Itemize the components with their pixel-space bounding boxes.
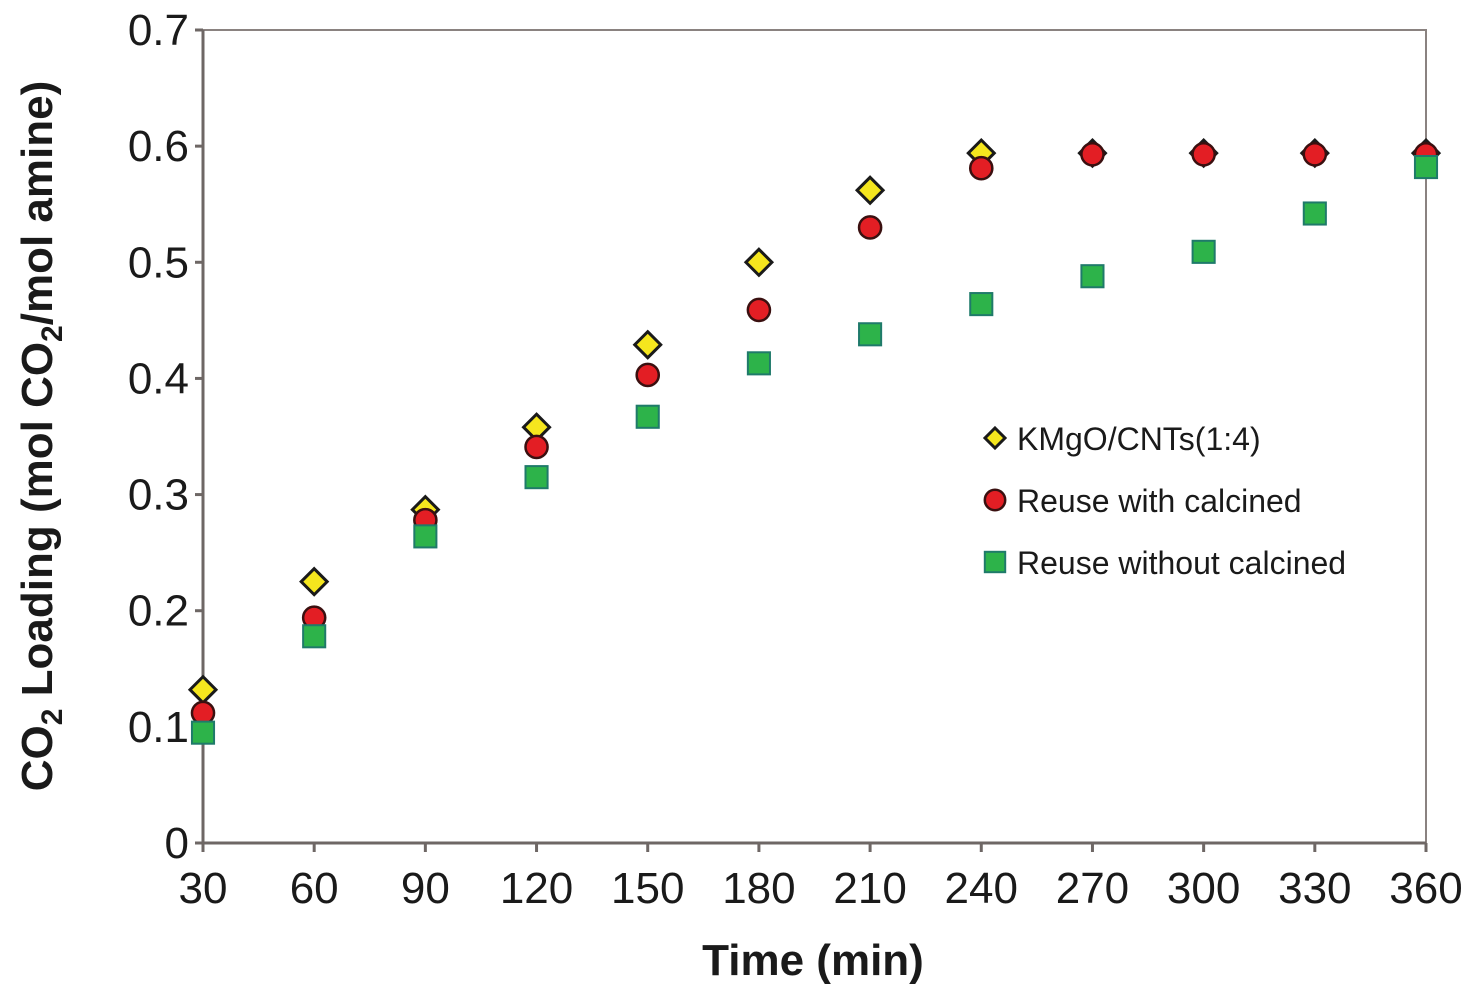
data-point <box>632 329 663 360</box>
data-point <box>302 624 327 649</box>
data-point <box>1413 154 1439 180</box>
series-square <box>190 154 1439 745</box>
data-point <box>524 434 549 460</box>
y-tick-label: 0.3 <box>128 471 189 520</box>
data-point <box>1191 239 1216 264</box>
y-tick-label: 0.7 <box>128 6 189 55</box>
x-tick-label: 270 <box>1056 864 1129 913</box>
y-tick-label: 0.4 <box>128 354 189 403</box>
legend-label: Reuse without calcined <box>1017 545 1346 581</box>
data-point <box>854 175 886 206</box>
x-axis: 30 60 90 120 150 180 210 240 270 300 330 360 <box>179 843 1463 913</box>
x-tick-label: 330 <box>1278 864 1351 913</box>
y-tick-label: 0.5 <box>128 238 189 287</box>
data-point <box>1302 141 1328 167</box>
legend-marker-circle <box>983 488 1007 512</box>
x-tick-label: 150 <box>611 864 684 913</box>
data-point <box>968 155 994 181</box>
y-axis-title-sub1: 2 <box>36 709 69 726</box>
data-point <box>746 351 771 376</box>
data-point <box>190 720 216 745</box>
x-tick-label: 60 <box>290 864 339 913</box>
y-axis: 0 0.1 0.2 0.3 0.4 0.5 0.6 0.7 <box>128 6 203 868</box>
y-axis-title-middle: Loading (mol CO <box>13 342 62 709</box>
data-point <box>743 247 775 278</box>
data-point <box>524 465 549 490</box>
x-tick-label: 210 <box>833 864 906 913</box>
x-tick-label: 90 <box>401 864 450 913</box>
y-tick-label: 0.2 <box>128 587 189 636</box>
x-tick-label: 360 <box>1389 864 1462 913</box>
data-point <box>1080 141 1105 167</box>
data-point <box>187 674 219 705</box>
legend-label: KMgO/CNTs(1:4) <box>1017 421 1261 457</box>
data-point <box>1191 141 1216 167</box>
x-axis-title: Time (min) <box>702 936 924 985</box>
y-axis-title-sub2: 2 <box>36 325 69 342</box>
y-tick-label: 0.1 <box>128 703 189 752</box>
data-point <box>635 404 660 429</box>
data-point <box>857 215 883 240</box>
y-axis-title: CO2 Loading (mol CO2/mol amine) <box>13 81 69 792</box>
data-point <box>413 524 438 549</box>
x-tick-label: 30 <box>179 864 228 913</box>
y-tick-label: 0 <box>165 819 189 868</box>
x-tick-label: 300 <box>1167 864 1240 913</box>
data-point <box>299 566 330 597</box>
data-point <box>635 362 661 388</box>
y-axis-title-prefix: CO <box>13 725 62 791</box>
data-point <box>969 292 994 317</box>
data-point <box>1080 264 1105 289</box>
legend-marker-square <box>983 550 1007 574</box>
data-point <box>1302 201 1327 226</box>
data-point <box>746 297 772 323</box>
legend: KMgO/CNTs(1:4) Reuse with calcined Reuse w… <box>982 421 1346 581</box>
y-tick-label: 0.6 <box>128 122 189 171</box>
x-tick-label: 180 <box>722 864 795 913</box>
x-tick-label: 120 <box>500 864 573 913</box>
x-tick-label: 240 <box>945 864 1018 913</box>
legend-label: Reuse with calcined <box>1017 483 1302 519</box>
series-layer <box>187 137 1442 745</box>
y-axis-title-suffix: /mol amine) <box>13 81 62 326</box>
data-point <box>858 322 883 347</box>
legend-marker-diamond <box>982 425 1008 451</box>
series-circle <box>190 141 1439 726</box>
